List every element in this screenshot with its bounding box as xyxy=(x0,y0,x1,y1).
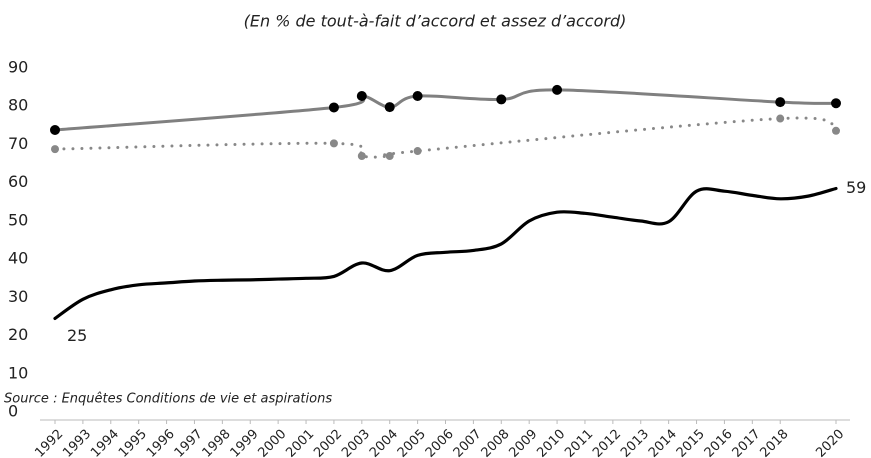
x-tick-label: 1997 xyxy=(172,427,206,458)
marker xyxy=(384,102,395,113)
x-tick-label: 2010 xyxy=(534,427,568,458)
x-tick-label: 2003 xyxy=(339,427,373,458)
x-tick-label: 2014 xyxy=(646,427,680,458)
marker xyxy=(356,90,367,101)
y-tick-label: 20 xyxy=(8,325,28,344)
y-tick-label: 60 xyxy=(8,172,28,191)
x-tick-label: 2008 xyxy=(479,427,513,458)
marker xyxy=(50,125,60,136)
y-tick-label: 10 xyxy=(8,363,28,382)
x-tick-label: 2020 xyxy=(813,427,847,458)
x-tick-label: 1995 xyxy=(116,427,150,458)
line xyxy=(53,88,838,132)
x-tick-label: 1992 xyxy=(32,427,66,458)
line xyxy=(53,116,838,159)
y-tick-label: 70 xyxy=(8,134,28,153)
y-tick-label: 90 xyxy=(8,58,28,77)
y-tick-label: 40 xyxy=(8,249,28,268)
x-tick-label: 2002 xyxy=(311,427,345,458)
x-tick-label: 1998 xyxy=(200,427,234,458)
data-label: 59 xyxy=(846,178,866,197)
x-tick-label: 2018 xyxy=(758,427,792,458)
x-tick-label: 2006 xyxy=(423,427,457,458)
line xyxy=(53,186,838,321)
x-tick-label: 1993 xyxy=(60,427,94,458)
y-tick-label: 0 xyxy=(8,402,18,421)
x-tick-label: 1996 xyxy=(144,427,178,458)
marker xyxy=(412,90,423,101)
x-tick-label: 2005 xyxy=(395,427,429,458)
x-tick-label: 2001 xyxy=(283,427,317,458)
marker xyxy=(51,145,59,154)
marker xyxy=(775,97,786,108)
y-tick-label: 50 xyxy=(8,210,28,229)
x-tick-label: 2013 xyxy=(618,427,652,458)
marker xyxy=(329,139,338,148)
x-tick-label: 2009 xyxy=(506,427,540,458)
x-tick-label: 2016 xyxy=(702,427,736,458)
marker xyxy=(552,84,563,95)
y-tick-label: 80 xyxy=(8,96,28,115)
chart-subtitle: (En % de tout-à-fait d’accord et assez d… xyxy=(244,12,627,31)
data-label: 25 xyxy=(67,326,87,345)
marker xyxy=(385,152,394,160)
x-tick-label: 2012 xyxy=(590,427,624,458)
marker xyxy=(357,152,366,160)
x-tick-label: 2007 xyxy=(451,427,485,458)
y-tick-label: 30 xyxy=(8,287,28,306)
x-tick-label: 2011 xyxy=(562,427,596,458)
x-tick-label: 1994 xyxy=(88,427,122,458)
marker xyxy=(328,102,339,113)
marker xyxy=(832,126,840,135)
marker xyxy=(776,114,785,123)
marker xyxy=(496,94,507,105)
source: Source : Enquêtes Conditions de vie et a… xyxy=(4,392,332,407)
x-tick-label: 1999 xyxy=(228,427,262,458)
marker xyxy=(413,147,422,156)
marker xyxy=(831,98,841,109)
x-tick-label: 2000 xyxy=(255,427,289,458)
x-tick-label: 2017 xyxy=(730,427,764,458)
x-tick-label: 2015 xyxy=(674,427,708,458)
x-tick-label: 2004 xyxy=(367,427,401,458)
